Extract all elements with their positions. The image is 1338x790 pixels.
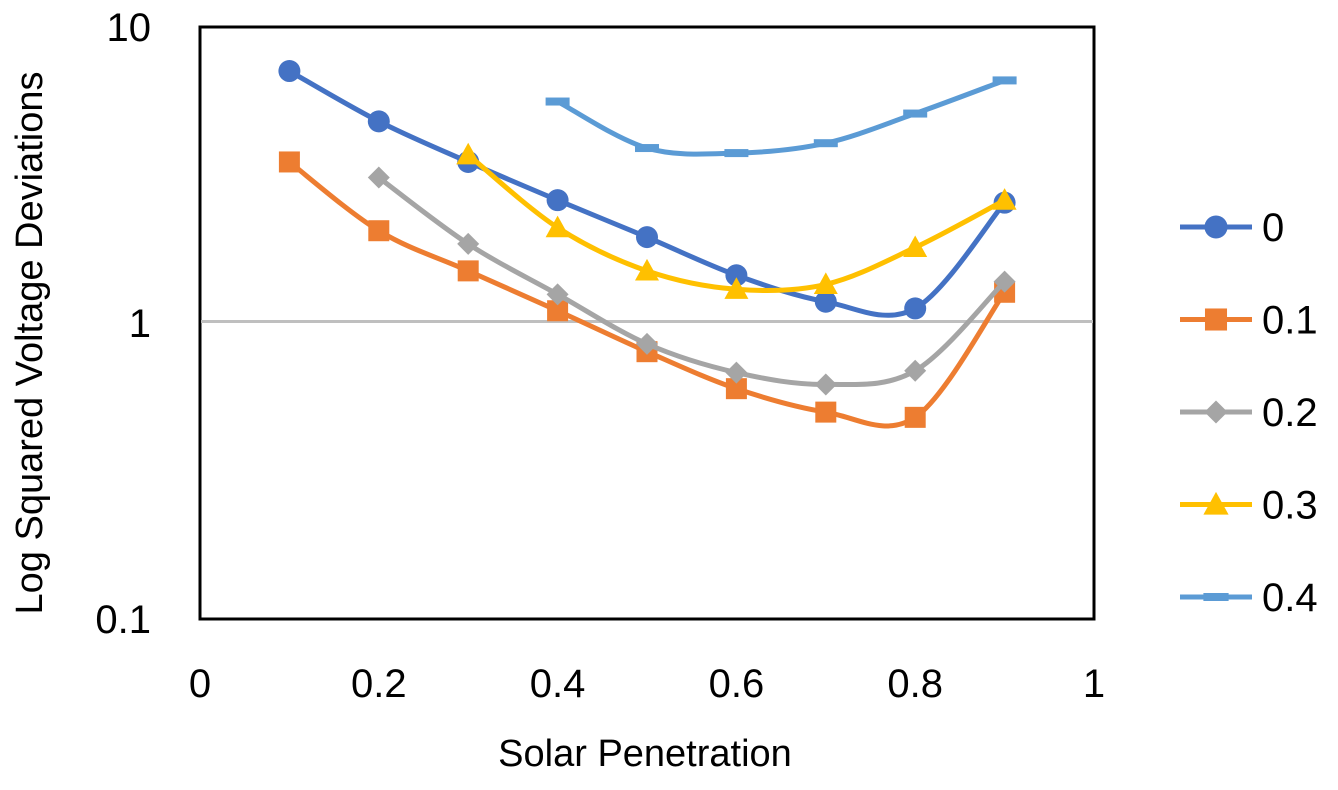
legend-entry-0.3: 0.3 [1180,484,1318,528]
series-0.3 [456,142,1017,299]
series-0.2 [367,166,1016,396]
legend-marker [1204,215,1228,239]
legend-marker [1203,593,1229,601]
data-point [814,290,837,313]
data-point [904,406,926,428]
x-tick-label: 0 [189,662,211,706]
data-point [367,110,390,133]
legend-marker [1204,400,1228,424]
data-point [903,235,928,258]
data-point [636,226,658,249]
data-point [815,401,837,423]
y-axis-title: Log Squared Voltage Deviations [9,72,51,615]
legend-label: 0.1 [1262,299,1318,343]
legend-marker [1203,491,1229,515]
data-point [725,378,747,400]
data-point [725,264,748,287]
data-point [635,144,659,153]
data-point [546,189,569,212]
data-point [904,359,927,382]
data-point [904,297,927,320]
data-point [457,232,480,255]
series-0.1 [278,151,1016,429]
data-point [814,373,837,396]
data-point [992,188,1017,210]
series-layer [278,60,1017,429]
data-point [368,220,390,242]
data-point [546,283,569,306]
x-tick-label: 1 [1083,662,1105,706]
x-axis-tick-labels: 0 0.2 0.4 0.6 0.8 1 [189,662,1105,706]
y-tick-label: 10 [107,6,152,50]
legend-entry-0: 0 [1180,206,1284,250]
data-point [636,332,658,355]
data-point [724,149,749,158]
legend: 0 0.1 0.2 0.3 0.4 [1180,206,1318,620]
y-axis-tick-labels: 0.1 1 10 [95,6,151,642]
legend-entry-0.1: 0.1 [1180,299,1318,343]
x-axis-title: Solar Penetration [498,733,792,775]
data-point [457,260,479,282]
legend-marker [1204,308,1228,331]
data-point [278,60,301,83]
data-point [724,277,749,299]
data-point [545,97,570,106]
legend-label: 0.3 [1262,484,1318,528]
data-point [725,361,748,384]
legend-label: 0.4 [1262,576,1318,620]
data-point [545,215,570,238]
x-tick-label: 0.8 [887,662,943,706]
data-point [635,258,659,281]
data-point [456,142,481,165]
x-tick-label: 0.2 [351,662,407,706]
data-point [547,300,569,322]
y-tick-label: 1 [129,302,151,346]
legend-label: 0.2 [1262,391,1318,435]
data-point [993,270,1016,293]
legend-label: 0 [1262,206,1284,250]
data-point [278,151,300,173]
legend-entry-0.4: 0.4 [1180,576,1318,620]
data-point [903,109,928,118]
legend-entry-0.2: 0.2 [1180,391,1318,435]
data-point [813,272,838,295]
y-tick-label: 0.1 [95,598,151,642]
x-tick-label: 0.4 [530,662,586,706]
data-point [367,166,390,189]
data-point [992,76,1017,85]
series-0.4 [545,76,1017,158]
x-tick-label: 0.6 [709,662,765,706]
data-point [813,139,838,148]
